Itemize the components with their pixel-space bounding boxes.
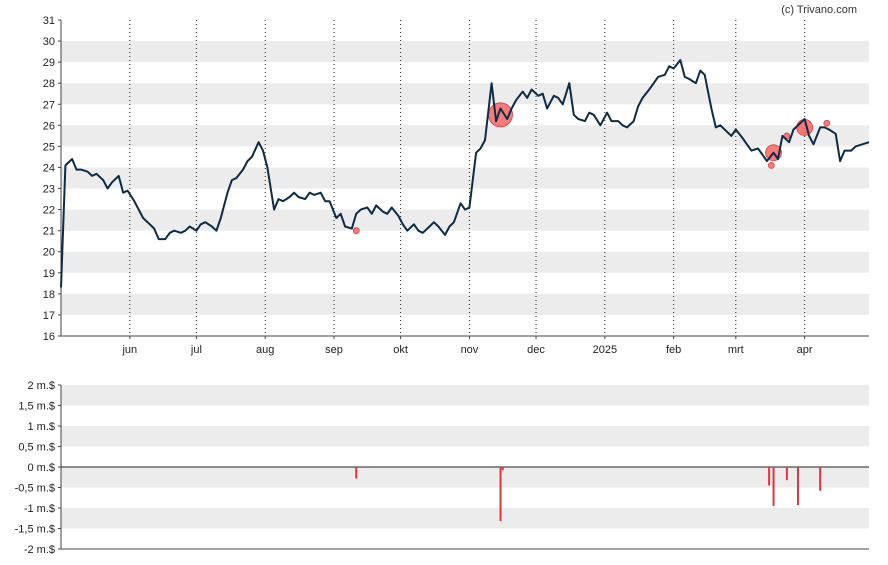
price-line bbox=[60, 59, 870, 288]
x-tick-label: dec bbox=[527, 344, 545, 356]
price-y-tick-label: 16 bbox=[43, 331, 55, 343]
x-tick-label: mrt bbox=[728, 344, 744, 356]
price-y-tick-label: 17 bbox=[43, 310, 55, 322]
price-y-tick-label: 27 bbox=[43, 99, 55, 111]
volume-bar bbox=[501, 467, 504, 471]
x-tick-label: jun bbox=[121, 344, 137, 356]
volume-y-tick-label: 0,5 m.$ bbox=[18, 442, 55, 454]
volume-grid-band bbox=[61, 467, 869, 488]
volume-bar bbox=[772, 467, 775, 506]
price-grid-band bbox=[61, 251, 869, 273]
volume-bar bbox=[499, 467, 502, 522]
x-tick-label: jul bbox=[190, 344, 202, 356]
volume-y-tick-label: -0,5 m.$ bbox=[15, 483, 55, 495]
price-y-tick-label: 23 bbox=[43, 184, 55, 196]
volume-y-tick-label: -1 m.$ bbox=[24, 503, 55, 515]
price-grid-band bbox=[61, 125, 869, 147]
volume-y-tick-label: -1,5 m.$ bbox=[15, 524, 55, 536]
price-y-tick-label: 29 bbox=[43, 57, 55, 69]
x-tick-label: okt bbox=[393, 344, 408, 356]
volume-y-tick-label: 2 m.$ bbox=[27, 380, 55, 392]
price-y-tick-label: 25 bbox=[43, 141, 55, 153]
x-tick-label: nov bbox=[461, 344, 479, 356]
event-marker bbox=[823, 119, 831, 127]
x-tick-label: apr bbox=[797, 344, 813, 356]
volume-grid-band bbox=[61, 426, 869, 447]
price-y-tick-label: 21 bbox=[43, 226, 55, 238]
volume-grid-band bbox=[61, 385, 869, 406]
price-y-tick-label: 20 bbox=[43, 247, 55, 259]
x-tick-label: sep bbox=[325, 344, 343, 356]
credit-text: (c) Trivano.com bbox=[781, 4, 857, 16]
x-tick-label: feb bbox=[666, 344, 681, 356]
volume-grid-band bbox=[61, 508, 869, 529]
volume-bar bbox=[768, 467, 771, 486]
price-y-tick-label: 22 bbox=[43, 205, 55, 217]
price-y-tick-label: 26 bbox=[43, 120, 55, 132]
price-y-tick-label: 18 bbox=[43, 289, 55, 301]
price-grid-band bbox=[61, 83, 869, 105]
volume-y-tick-label: 0 m.$ bbox=[27, 462, 55, 474]
price-grid-band bbox=[61, 41, 869, 63]
volume-bar bbox=[819, 467, 822, 491]
price-y-tick-label: 30 bbox=[43, 36, 55, 48]
volume-y-tick-label: 1 m.$ bbox=[27, 421, 55, 433]
volume-y-tick-label: 1,5 m.$ bbox=[18, 401, 55, 413]
event-marker bbox=[767, 161, 775, 169]
price-grid-band bbox=[61, 293, 869, 315]
volume-bar bbox=[355, 467, 358, 479]
price-y-tick-label: 19 bbox=[43, 268, 55, 280]
price-y-tick-label: 28 bbox=[43, 78, 55, 90]
x-tick-label: aug bbox=[256, 344, 274, 356]
price-grid-band bbox=[61, 209, 869, 231]
volume-bar bbox=[785, 467, 788, 481]
price-y-tick-label: 31 bbox=[43, 15, 55, 27]
price-grid-band bbox=[61, 167, 869, 189]
event-marker bbox=[352, 227, 360, 235]
volume-y-tick-label: -2 m.$ bbox=[24, 544, 55, 556]
price-y-tick-label: 24 bbox=[43, 162, 55, 174]
volume-bar bbox=[796, 467, 799, 506]
x-tick-label: 2025 bbox=[593, 344, 617, 356]
